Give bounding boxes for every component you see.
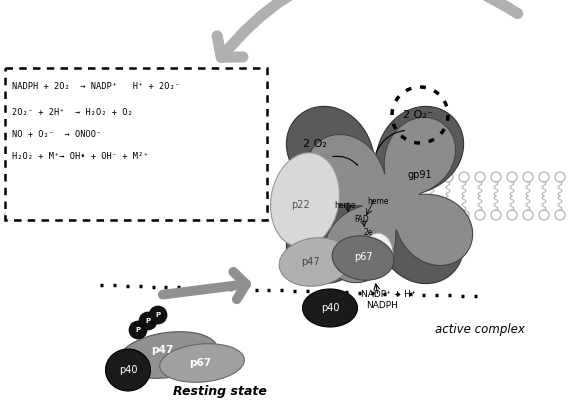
Text: p67: p67	[354, 252, 372, 262]
Text: 2e: 2e	[363, 228, 372, 237]
FancyBboxPatch shape	[5, 68, 267, 220]
Ellipse shape	[160, 344, 245, 382]
Circle shape	[129, 321, 147, 339]
Ellipse shape	[271, 153, 339, 247]
Polygon shape	[307, 117, 472, 283]
Text: NADPH + 2O₂  → NADP⁺   H⁺ + 2O₂⁻: NADPH + 2O₂ → NADP⁺ H⁺ + 2O₂⁻	[12, 82, 180, 91]
Text: p22: p22	[290, 200, 309, 210]
Ellipse shape	[106, 349, 150, 391]
Ellipse shape	[279, 238, 351, 286]
Ellipse shape	[332, 236, 394, 280]
Text: P: P	[156, 312, 160, 318]
Text: NADP⁺ + H⁺: NADP⁺ + H⁺	[361, 290, 415, 299]
Text: p47: p47	[151, 345, 173, 355]
Text: P: P	[145, 318, 150, 324]
Text: NO + O₂⁻  → ONOO⁻: NO + O₂⁻ → ONOO⁻	[12, 130, 101, 139]
Circle shape	[149, 306, 167, 324]
Text: FAD: FAD	[354, 215, 370, 224]
Text: 2O₂⁻ + 2H⁺  → H₂O₂ + O₂: 2O₂⁻ + 2H⁺ → H₂O₂ + O₂	[12, 108, 132, 117]
Text: p47: p47	[301, 257, 320, 267]
Circle shape	[139, 312, 157, 330]
Text: p67: p67	[189, 358, 211, 368]
Ellipse shape	[363, 233, 393, 273]
FancyArrowPatch shape	[333, 156, 357, 165]
Text: heme: heme	[367, 197, 389, 206]
Text: p40: p40	[321, 303, 339, 313]
Text: heme: heme	[334, 201, 356, 210]
Text: p40: p40	[119, 365, 137, 375]
Text: 2 O₂⁻: 2 O₂⁻	[403, 110, 433, 120]
FancyArrowPatch shape	[376, 130, 404, 152]
FancyArrowPatch shape	[163, 272, 246, 299]
Text: H₂O₂ + M⁺→ OH• + OH⁻ + M²⁺: H₂O₂ + M⁺→ OH• + OH⁻ + M²⁺	[12, 152, 149, 161]
Polygon shape	[286, 106, 464, 284]
Text: P: P	[135, 327, 141, 333]
Text: active complex: active complex	[435, 324, 525, 336]
Text: 2 O₂: 2 O₂	[303, 139, 327, 149]
Ellipse shape	[119, 332, 218, 378]
Text: gp91: gp91	[408, 170, 432, 180]
Text: NADPH: NADPH	[366, 301, 398, 310]
FancyArrowPatch shape	[217, 0, 518, 57]
Ellipse shape	[303, 289, 357, 327]
Text: Resting state: Resting state	[173, 385, 267, 399]
